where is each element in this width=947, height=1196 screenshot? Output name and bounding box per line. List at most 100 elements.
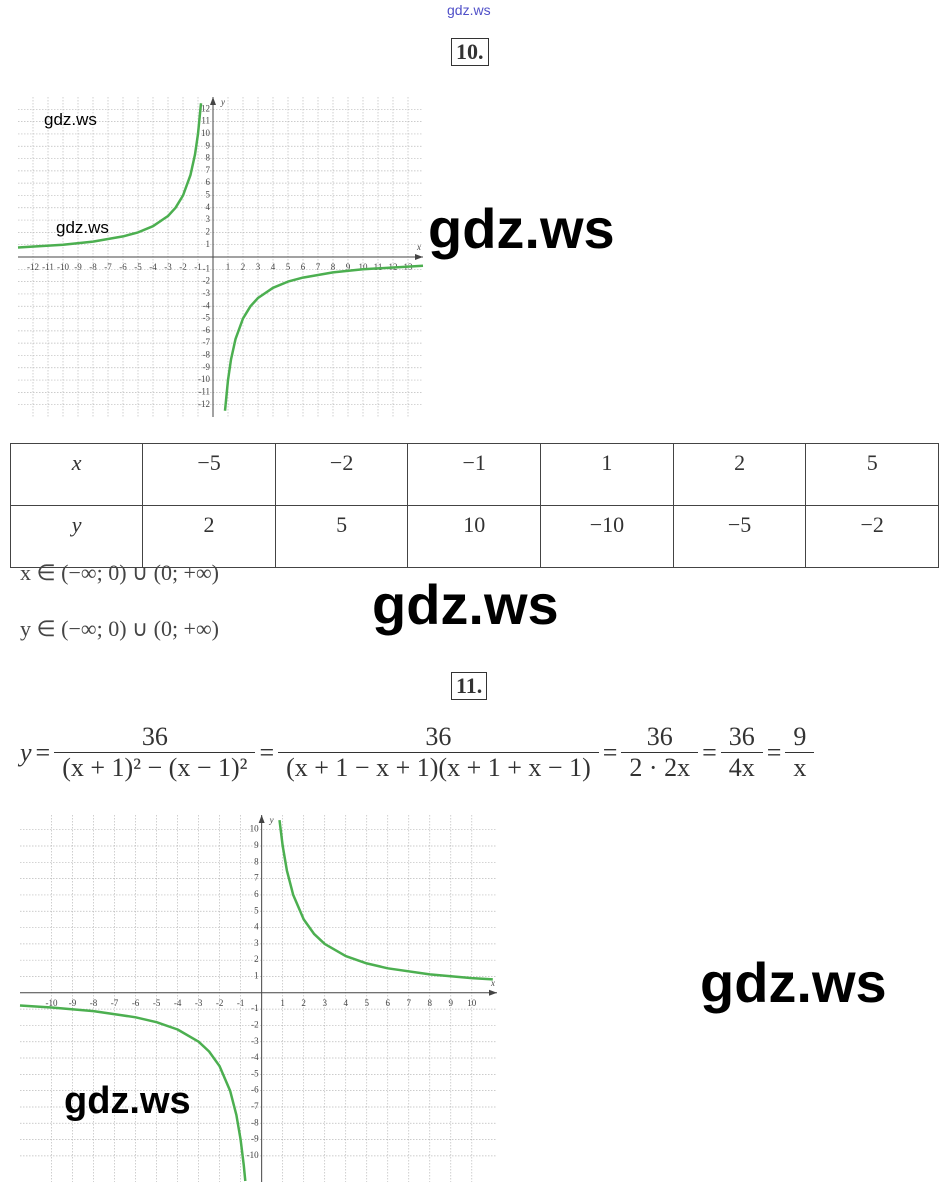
- numerator: 36: [278, 722, 599, 753]
- y-tick-label: -5: [203, 313, 211, 323]
- x-tick-label: -5: [134, 262, 142, 272]
- denominator: 2 · 2x: [629, 753, 691, 782]
- formula: y = 36 (x + 1)² − (x − 1)² = 36 (x + 1 − x…: [20, 722, 815, 783]
- y-tick-label: 9: [254, 840, 259, 850]
- x-tick-label: 1: [226, 262, 231, 272]
- fraction: 36 (x + 1 − x + 1)(x + 1 + x − 1): [278, 722, 599, 783]
- y-tick-label: -2: [203, 276, 211, 286]
- y-tick-label: 5: [206, 190, 211, 200]
- cell: y: [9, 505, 144, 568]
- x-tick-label: 3: [256, 262, 261, 272]
- y-tick-label: -6: [203, 325, 211, 335]
- curve: [223, 264, 424, 411]
- x-tick-label: 2: [301, 998, 306, 1008]
- y-tick-label: 6: [254, 889, 259, 899]
- x-tick-label: -5: [153, 998, 161, 1008]
- watermark: gdz.ws: [56, 218, 109, 237]
- equals: =: [702, 737, 717, 767]
- curve: [17, 103, 203, 249]
- y-tick-label: -8: [251, 1117, 259, 1127]
- watermark: gdz.ws: [372, 573, 559, 636]
- x-tick-label: 11: [374, 262, 383, 272]
- cell: −5: [672, 505, 807, 568]
- x-tick-label: 6: [301, 262, 306, 272]
- numerator: 36: [621, 722, 699, 753]
- x-tick-label: -8: [90, 998, 98, 1008]
- y-tick-label: -10: [247, 1150, 259, 1160]
- y-tick-label: 7: [206, 165, 211, 175]
- y-tick-label: 2: [206, 226, 211, 236]
- x-tick-label: -9: [74, 262, 82, 272]
- curve: [278, 819, 493, 981]
- cell: −2: [805, 505, 939, 568]
- numerator: 36: [54, 722, 256, 753]
- x-tick-label: 9: [346, 262, 351, 272]
- y-tick-label: -1: [251, 1003, 259, 1013]
- x-axis-arrow: [415, 254, 423, 260]
- watermark: gdz.ws: [64, 1080, 191, 1122]
- y-tick-label: -5: [251, 1068, 259, 1078]
- x-tick-label: 4: [343, 998, 348, 1008]
- x-tick-label: -10: [57, 262, 69, 272]
- y-tick-label: 6: [206, 177, 211, 187]
- y-tick-label: -9: [251, 1134, 259, 1144]
- x-axis-label: x: [490, 978, 495, 988]
- y-tick-label: 4: [206, 202, 211, 212]
- x-tick-label: 1: [280, 998, 285, 1008]
- cell: 1: [540, 443, 674, 506]
- y-tick-label: 5: [254, 905, 259, 915]
- fraction: 36 2 · 2x: [621, 722, 699, 783]
- domain: x ∈ (−∞; 0) ∪ (0; +∞): [20, 560, 219, 585]
- x-tick-label: -3: [164, 262, 172, 272]
- x-tick-label: -2: [216, 998, 224, 1008]
- x-tick-label: -9: [69, 998, 77, 1008]
- x-tick-label: 7: [316, 262, 321, 272]
- y-axis-label: y: [269, 815, 274, 825]
- table-row: y 2 5 10 −10 −5 −2: [9, 505, 939, 568]
- y-tick-label: -6: [251, 1085, 259, 1095]
- equals: =: [766, 737, 782, 767]
- x-tick-label: -4: [174, 998, 182, 1008]
- y-tick-label: 4: [254, 922, 259, 932]
- watermark: gdz.ws: [428, 197, 615, 260]
- cell: 5: [805, 443, 939, 506]
- equals: =: [35, 737, 51, 767]
- denominator: x: [793, 753, 807, 782]
- x-tick-label: 7: [406, 998, 411, 1008]
- x-tick-label: -7: [111, 998, 119, 1008]
- y-tick-label: -4: [203, 300, 211, 310]
- x-tick-label: 5: [364, 998, 369, 1008]
- y-tick-label: -11: [198, 386, 210, 396]
- x-tick-label: 4: [271, 262, 276, 272]
- site-link[interactable]: gdz.ws: [447, 2, 491, 18]
- x-tick-label: 3: [322, 998, 327, 1008]
- x-tick-label: 10: [359, 262, 369, 272]
- x-tick-label: 8: [428, 998, 433, 1008]
- range: y ∈ (−∞; 0) ∪ (0; +∞): [20, 616, 219, 641]
- y-tick-label: 11: [201, 116, 210, 126]
- y-tick-label: 3: [206, 214, 211, 224]
- formula-lhs: y: [20, 737, 32, 767]
- x-tick-label: -6: [119, 262, 127, 272]
- x-tick-label: -12: [27, 262, 39, 272]
- numerator: 36: [720, 722, 763, 753]
- x-tick-label: -2: [179, 262, 187, 272]
- y-tick-label: 9: [206, 140, 211, 150]
- y-tick-label: 10: [201, 128, 211, 138]
- x-tick-label: -7: [104, 262, 112, 272]
- x-tick-label: 10: [467, 998, 477, 1008]
- y-tick-label: 1: [206, 239, 211, 249]
- cell: 5: [274, 505, 409, 568]
- y-tick-label: -3: [203, 288, 211, 298]
- denominator: (x + 1)² − (x − 1)²: [62, 753, 248, 782]
- x-tick-label: 5: [286, 262, 291, 272]
- y-tick-label: 12: [201, 103, 210, 113]
- equals: =: [602, 737, 618, 767]
- x-tick-label: -10: [46, 998, 58, 1008]
- cell: 10: [407, 505, 541, 568]
- curve: [19, 1004, 247, 1182]
- y-tick-label: -4: [251, 1052, 259, 1062]
- y-tick-label: 1: [254, 971, 259, 981]
